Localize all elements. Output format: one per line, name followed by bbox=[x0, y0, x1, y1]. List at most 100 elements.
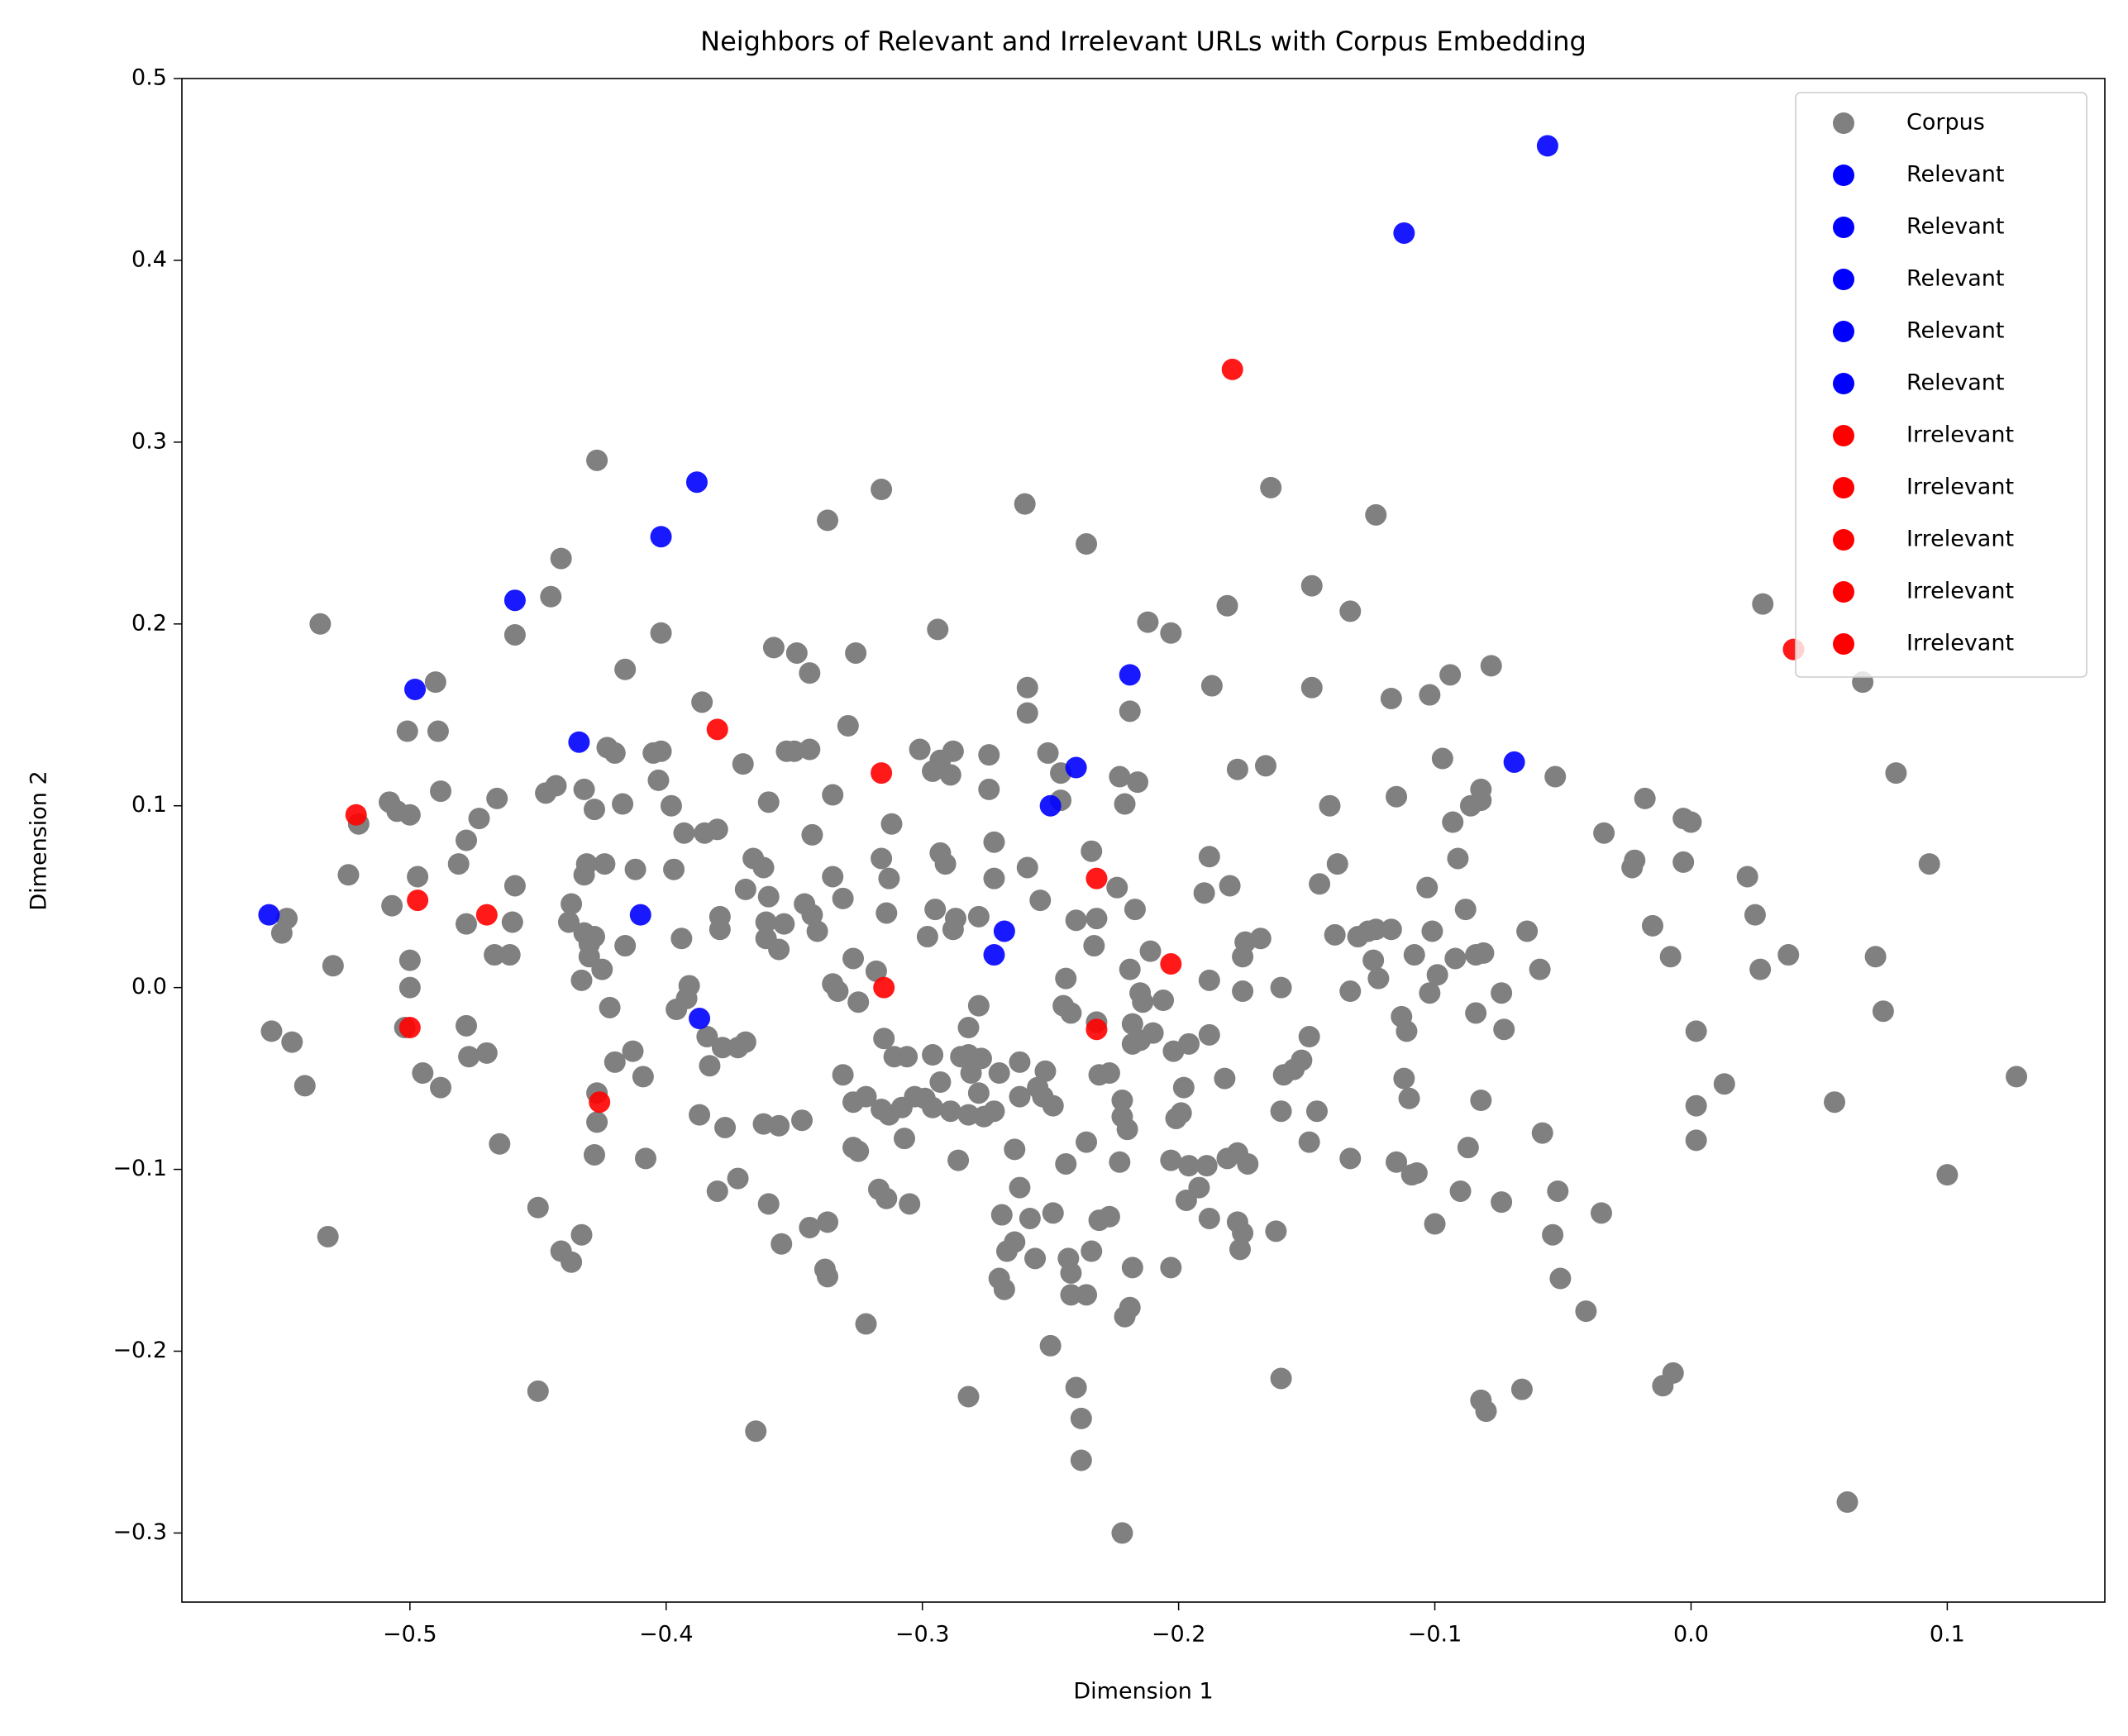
point bbox=[1098, 1062, 1120, 1085]
point bbox=[922, 1096, 944, 1118]
point bbox=[873, 976, 895, 999]
point bbox=[1119, 958, 1141, 980]
x-tick-label: −0.4 bbox=[639, 1622, 694, 1648]
point bbox=[1116, 1118, 1138, 1141]
point bbox=[706, 718, 728, 741]
point bbox=[1016, 856, 1038, 879]
point bbox=[1232, 1222, 1254, 1244]
legend-marker bbox=[1833, 425, 1854, 446]
legend-label: Irrelevant bbox=[1906, 475, 2014, 500]
point bbox=[1214, 1067, 1236, 1090]
point bbox=[878, 867, 900, 889]
point bbox=[806, 920, 828, 942]
point bbox=[456, 913, 478, 935]
legend-label: Relevant bbox=[1906, 370, 2005, 396]
point bbox=[499, 944, 521, 966]
legend-box bbox=[1795, 92, 2087, 678]
point bbox=[430, 780, 452, 803]
point bbox=[594, 853, 616, 875]
point bbox=[775, 740, 798, 762]
point bbox=[614, 658, 637, 680]
point bbox=[799, 662, 821, 684]
point bbox=[1085, 908, 1108, 930]
point bbox=[896, 1046, 918, 1068]
point bbox=[1065, 756, 1087, 779]
point bbox=[293, 1075, 316, 1097]
point bbox=[527, 1196, 549, 1219]
point bbox=[1270, 976, 1292, 999]
point bbox=[1160, 622, 1182, 644]
point bbox=[873, 1028, 895, 1050]
point bbox=[663, 858, 685, 880]
point bbox=[1393, 222, 1415, 244]
point bbox=[752, 856, 775, 879]
point bbox=[614, 935, 637, 957]
point bbox=[1226, 758, 1248, 780]
point bbox=[822, 866, 844, 888]
point bbox=[922, 760, 944, 782]
point bbox=[1029, 889, 1052, 912]
point bbox=[939, 764, 961, 786]
x-tick-label: −0.5 bbox=[383, 1622, 437, 1648]
point bbox=[957, 1017, 980, 1039]
point bbox=[468, 808, 490, 830]
point bbox=[1516, 920, 1539, 942]
legend-marker bbox=[1833, 529, 1854, 551]
point bbox=[486, 787, 508, 809]
point bbox=[757, 1193, 780, 1215]
point bbox=[1503, 751, 1525, 773]
point bbox=[871, 847, 893, 870]
point bbox=[983, 867, 1005, 889]
point bbox=[1324, 923, 1346, 946]
point bbox=[1121, 1033, 1143, 1055]
point bbox=[1621, 856, 1644, 879]
point bbox=[1119, 664, 1141, 686]
point bbox=[1200, 675, 1223, 697]
point bbox=[622, 1040, 644, 1062]
legend-label: Irrelevant bbox=[1906, 527, 2014, 552]
point bbox=[801, 904, 823, 926]
point bbox=[540, 585, 562, 608]
point bbox=[475, 1042, 498, 1064]
point bbox=[1836, 1491, 1858, 1514]
point bbox=[1634, 787, 1656, 809]
point bbox=[1221, 358, 1243, 380]
point bbox=[1060, 1284, 1082, 1306]
point bbox=[1111, 1522, 1133, 1544]
point bbox=[745, 1420, 767, 1443]
point bbox=[899, 1193, 921, 1215]
point bbox=[458, 1046, 480, 1068]
point bbox=[847, 991, 870, 1013]
point bbox=[589, 1091, 611, 1114]
point bbox=[988, 1062, 1010, 1085]
point bbox=[1198, 969, 1220, 991]
point bbox=[1475, 1400, 1497, 1423]
y-tick-label: −0.3 bbox=[112, 1519, 167, 1545]
point bbox=[1160, 1257, 1182, 1279]
point bbox=[1132, 991, 1154, 1013]
point bbox=[570, 1223, 593, 1246]
point bbox=[978, 744, 1000, 766]
legend-marker bbox=[1833, 373, 1854, 394]
point bbox=[837, 714, 859, 737]
point bbox=[1198, 846, 1220, 868]
point bbox=[503, 623, 526, 646]
point bbox=[791, 1109, 814, 1132]
legend-label: Irrelevant bbox=[1906, 422, 2014, 448]
y-tick-label: −0.1 bbox=[112, 1156, 167, 1181]
point bbox=[1454, 899, 1477, 921]
point bbox=[1085, 1018, 1108, 1041]
point bbox=[501, 911, 523, 933]
point bbox=[1510, 1378, 1533, 1400]
point bbox=[1824, 1091, 1846, 1114]
point bbox=[1037, 742, 1059, 764]
legend-marker bbox=[1833, 217, 1854, 238]
point bbox=[1449, 1180, 1472, 1202]
point bbox=[1339, 1147, 1362, 1170]
point bbox=[503, 875, 526, 897]
point bbox=[1447, 847, 1469, 870]
point bbox=[1270, 1367, 1292, 1390]
point bbox=[1119, 1296, 1141, 1319]
